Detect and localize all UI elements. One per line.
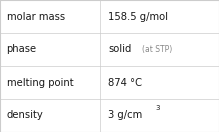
Text: 3 g/cm: 3 g/cm	[108, 110, 143, 121]
Text: (at STP): (at STP)	[142, 45, 173, 54]
Text: 874 °C: 874 °C	[108, 77, 142, 88]
Text: phase: phase	[7, 44, 37, 55]
Text: melting point: melting point	[7, 77, 73, 88]
Text: density: density	[7, 110, 43, 121]
Text: 3: 3	[155, 105, 160, 111]
Text: molar mass: molar mass	[7, 11, 65, 22]
Text: 158.5 g/mol: 158.5 g/mol	[108, 11, 168, 22]
Text: solid: solid	[108, 44, 132, 55]
